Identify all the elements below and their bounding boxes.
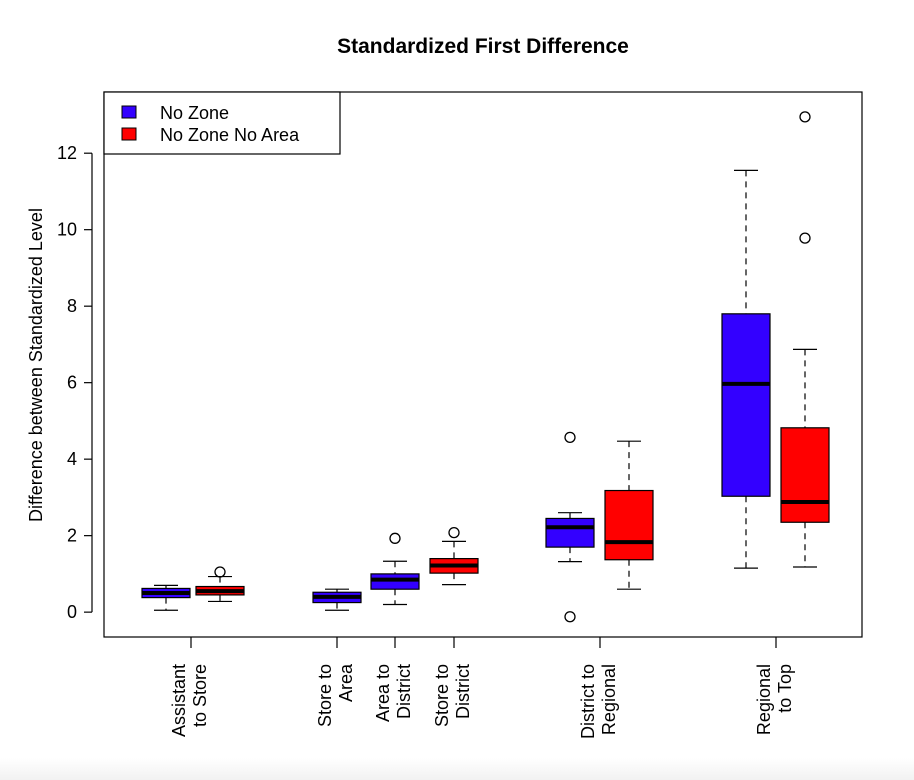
box-iqr: [721, 313, 771, 497]
x-category-label-line1: Regional: [754, 664, 774, 735]
x-category-label-line2: to Top: [775, 664, 795, 713]
outlier-point: [214, 566, 226, 578]
outlier-point: [799, 232, 811, 244]
outlier-point: [799, 111, 811, 123]
x-category-label-line1: Store to: [315, 664, 335, 727]
x-category-label-line2: Area: [336, 663, 356, 702]
outlier-point: [448, 526, 460, 539]
x-category-label-line2: District: [394, 664, 414, 719]
x-category-label-line2: to Store: [190, 664, 210, 727]
x-category-label-line1: Area to: [373, 664, 393, 722]
plot-frame: [103, 91, 863, 638]
outlier-point: [389, 532, 401, 544]
x-category-label-line2: Regional: [599, 664, 619, 735]
x-category-label-line1: Store to: [432, 664, 452, 727]
y-axis-label: Difference between Standardized Level: [26, 208, 46, 522]
legend-label-no-zone: No Zone: [160, 103, 229, 123]
y-tick-label: 0: [67, 602, 77, 622]
x-category-label-line2: District: [453, 664, 473, 719]
legend-box: [103, 91, 341, 155]
legend-label-no-zone-no-area: No Zone No Area: [160, 125, 300, 145]
legend-swatch-no-zone-no-area: [121, 127, 137, 141]
box-iqr: [780, 427, 830, 523]
x-category-label-line1: Assistant: [169, 664, 189, 737]
y-tick-label: 12: [57, 143, 77, 163]
y-tick-label: 6: [67, 373, 77, 393]
chart-title: Standardized First Difference: [337, 35, 629, 58]
outlier-point: [564, 431, 576, 444]
y-tick-label: 2: [67, 526, 77, 546]
box-iqr: [545, 517, 595, 548]
screenshot-bottom-edge: [0, 758, 914, 780]
x-category-label-line1: District to: [578, 664, 598, 739]
y-tick-label: 4: [67, 449, 77, 469]
legend: No Zone No Zone No Area: [103, 91, 341, 155]
box-iqr: [604, 489, 654, 561]
y-tick-label: 8: [67, 296, 77, 316]
legend-swatch-no-zone: [121, 105, 137, 119]
y-tick-label: 10: [57, 220, 77, 240]
outlier-point: [564, 611, 576, 623]
